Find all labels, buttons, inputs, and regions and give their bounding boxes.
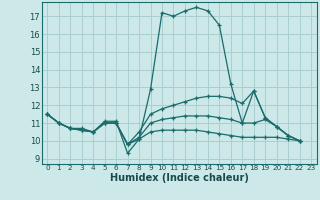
X-axis label: Humidex (Indice chaleur): Humidex (Indice chaleur) <box>110 173 249 183</box>
